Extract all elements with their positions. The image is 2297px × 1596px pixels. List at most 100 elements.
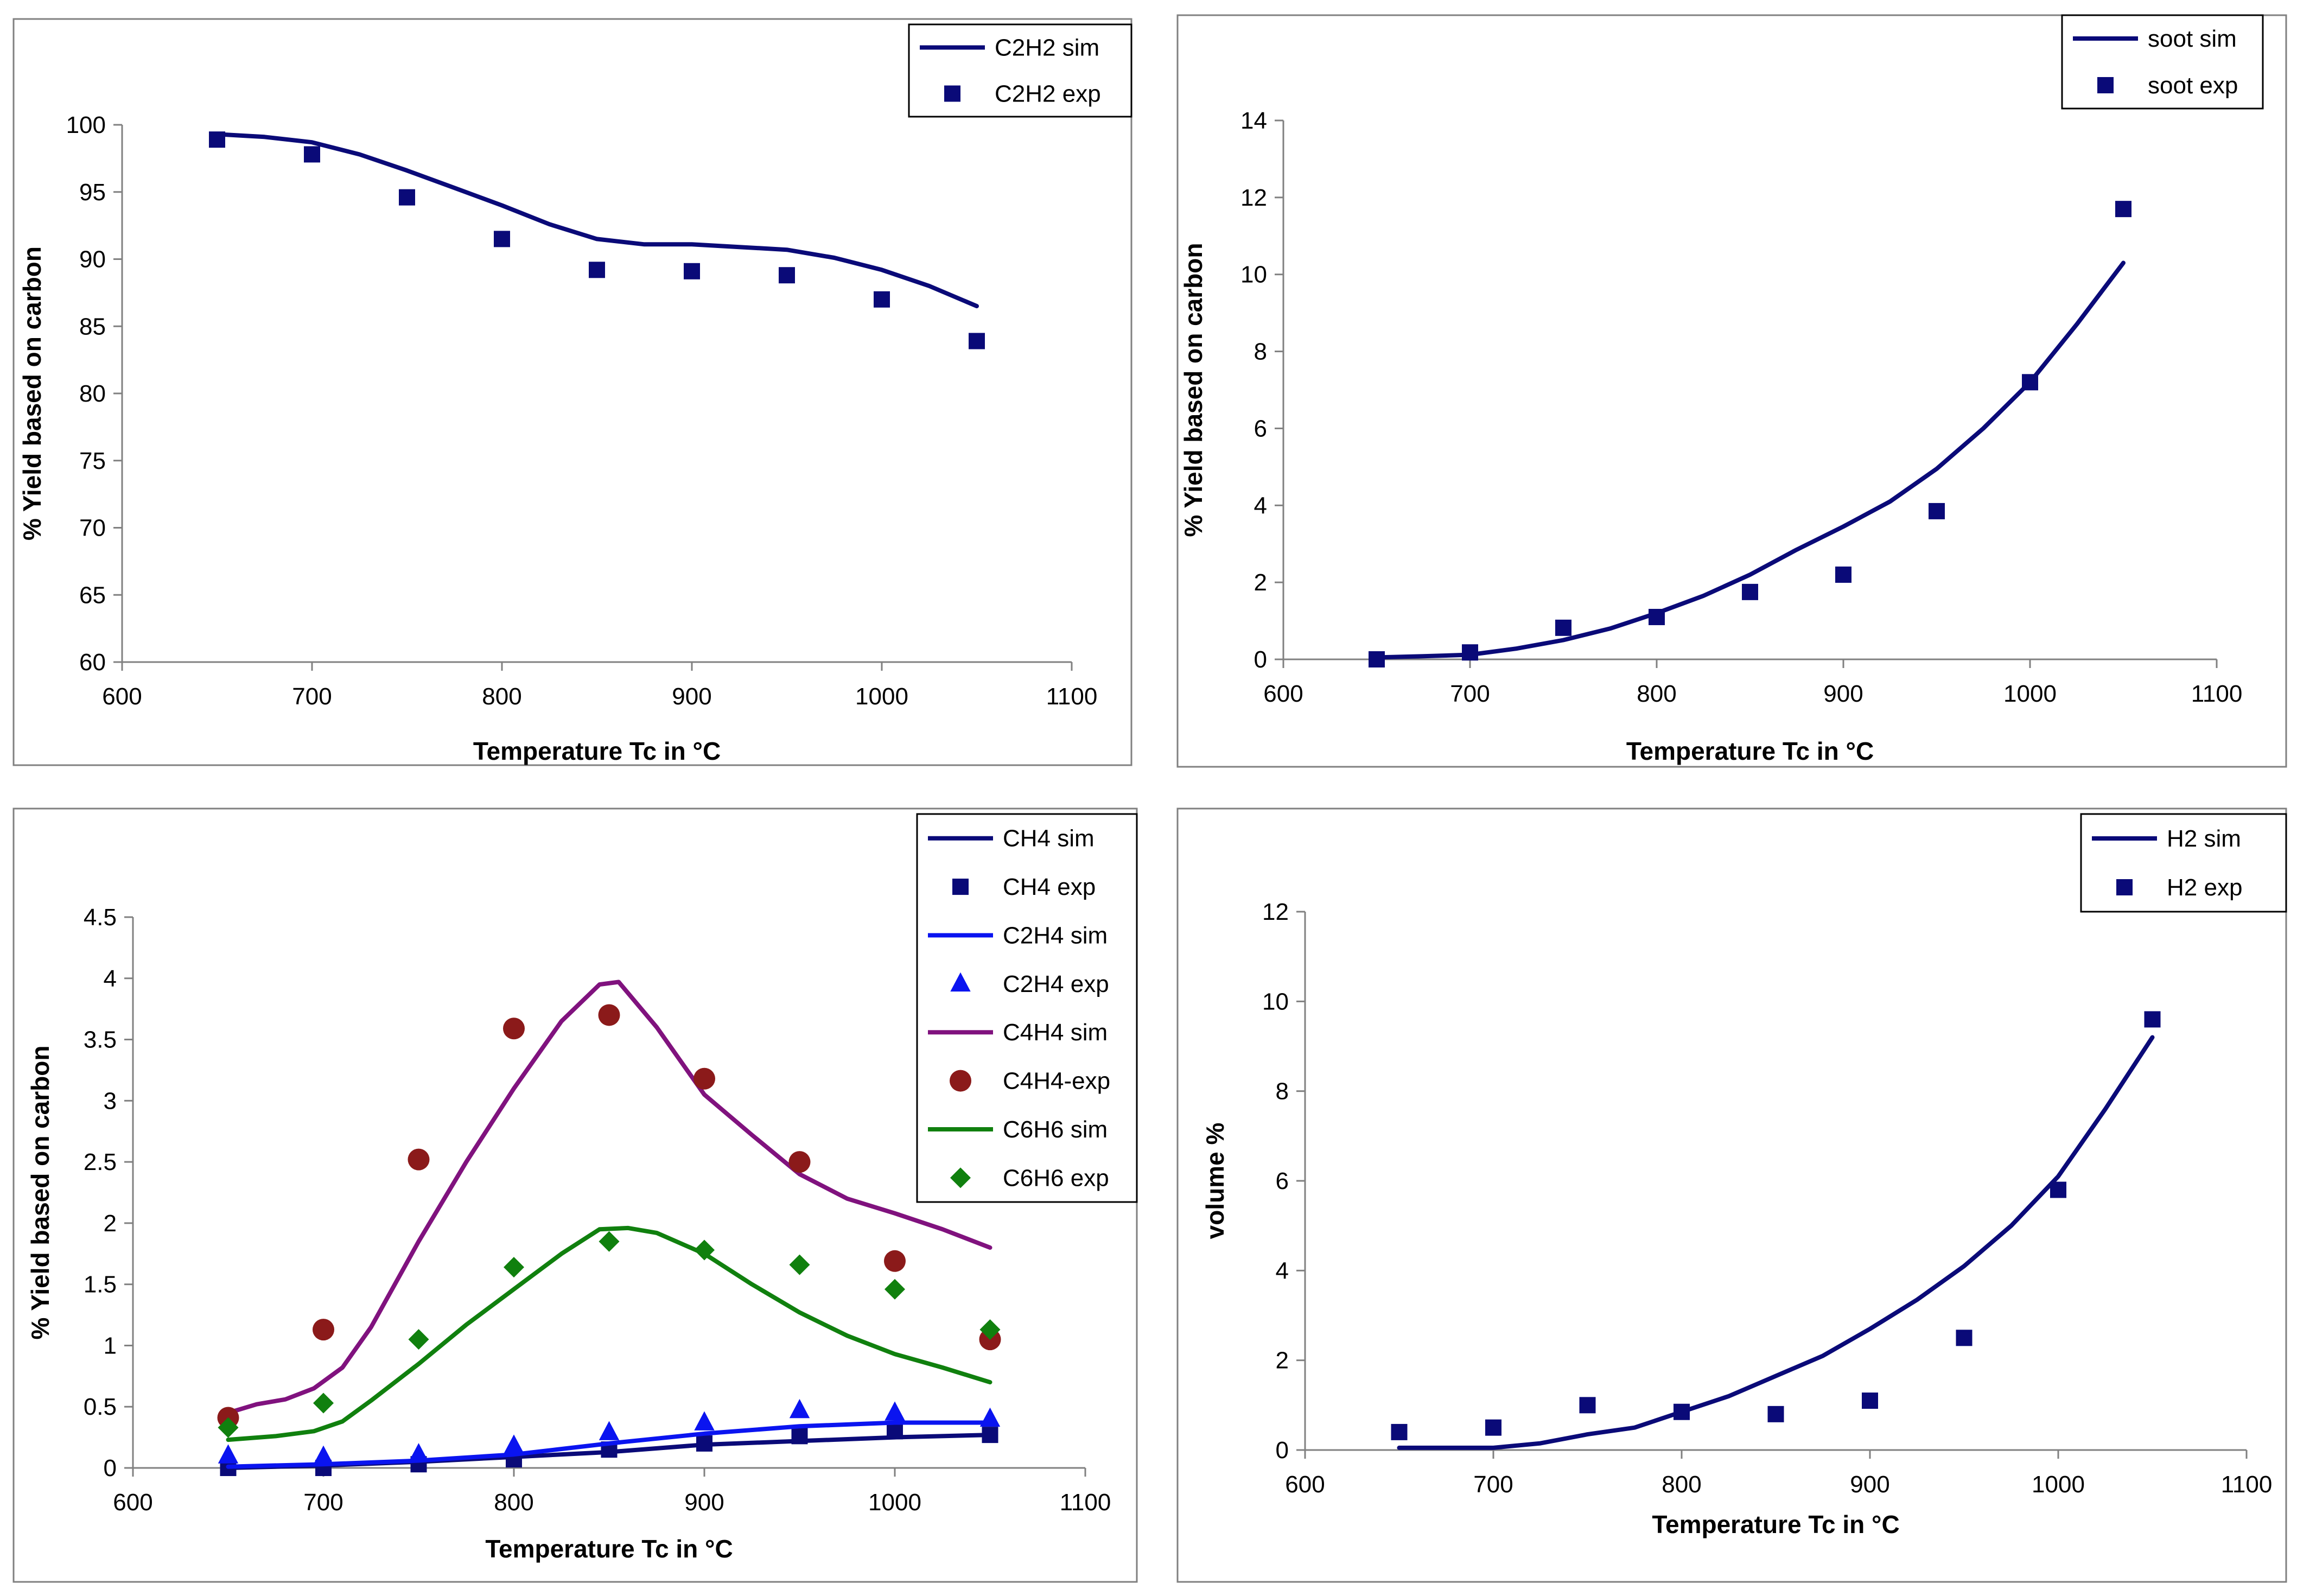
data-point [2144,1011,2161,1028]
x-tick-label: 900 [1823,681,1863,707]
y-tick-label: 4 [104,965,117,992]
series-c2h4-exp [218,1398,1001,1465]
series-h2-sim [1397,1035,2155,1450]
chart-panel-h2: 0 2 4 6 8 10 12 600 700 800 900 1000 1100 Temperature… [1176,807,2287,1583]
data-point [408,1329,429,1350]
data-point [599,1421,620,1440]
data-point [1742,583,1758,600]
x-tick-label: 1100 [2191,681,2243,707]
legend-label: C2H2 exp [995,81,1101,107]
y-tick-label: 60 [79,649,106,676]
data-point [1674,1403,1690,1420]
data-point [218,1417,239,1438]
x-tick-label: 1000 [2003,681,2057,707]
x-tick-label: 1000 [2032,1471,2085,1498]
y-tick-label: 12 [1240,185,1267,211]
data-point [313,1319,334,1341]
legend: soot sim soot exp [2061,14,2264,110]
data-point [791,1428,808,1445]
x-tick-label: 1100 [2221,1471,2273,1498]
data-point [218,1444,239,1464]
y-tick-label: 80 [79,380,106,407]
x-tick-label: 700 [303,1489,343,1516]
legend-label: CH4 sim [1003,825,1095,852]
x-tick-label: 800 [482,683,521,710]
series-line [215,132,979,309]
data-point [779,267,795,284]
chart-frame [12,18,1132,766]
data-point [504,1434,524,1454]
chart-frame [1176,14,2287,768]
series-c2h2-exp [209,131,985,349]
y-axis-title: % Yield based on carbon [26,1046,54,1340]
x-tick-label: 900 [684,1489,724,1516]
data-point [313,1445,334,1465]
data-point [885,1401,905,1421]
data-point [979,1407,1001,1427]
legend-label: C4H4-exp [1003,1068,1110,1095]
y-tick-label: 14 [1240,107,1267,134]
data-point [1391,1423,1408,1440]
y-tick-label: 10 [1240,262,1267,288]
data-point [684,263,700,279]
x-tick-label: 800 [494,1489,533,1516]
legend-box [2080,813,2287,913]
legend: C2H2 sim C2H2 exp [908,23,1132,118]
series-c2h4-sim [226,1420,992,1469]
legend-marker-symbol [950,1167,971,1188]
y-tick-label: 2 [1276,1347,1289,1374]
legend-label: C6H6 exp [1003,1165,1109,1191]
data-point [399,189,415,206]
chart-panel-soot: 0 2 4 6 8 10 12 14 600 700 800 900 1000 1100 Temperatu… [1176,14,2287,768]
data-point [1462,644,1478,661]
data-point [494,231,510,247]
legend-label: C4H4 sim [1003,1019,1108,1046]
data-point [885,1279,905,1300]
data-point [1555,619,1571,636]
data-point [696,1435,712,1452]
y-tick-label: 3 [104,1088,117,1114]
data-point [1369,651,1385,667]
chart-panel-hydrocarbons: 0 0.5 1 1.5 2 2.5 3 3.5 4 4.5 600 700 800 900 1000 1100… [12,807,1138,1583]
data-point [589,262,605,278]
data-point [598,1004,620,1026]
data-point [503,1018,525,1040]
x-tick-label: 900 [672,683,711,710]
legend-label: soot exp [2148,72,2238,99]
series-h2-exp [1391,1011,2161,1440]
legend-marker-symbol [950,972,971,992]
legend-label: H2 sim [2167,825,2241,852]
legend-label: C2H4 sim [1003,922,1108,949]
data-point [313,1392,334,1414]
y-tick-label: 95 [79,179,106,206]
data-point [979,1319,1001,1340]
y-axis-title: volume % [1201,1123,1229,1239]
y-tick-label: 85 [79,313,106,340]
series-c4h4-sim [226,980,992,1415]
x-tick-label: 800 [1662,1471,1701,1498]
series-line [226,1225,992,1442]
legend-label: C6H6 sim [1003,1116,1108,1143]
data-point [789,1398,810,1419]
data-point [209,131,225,148]
y-tick-label: 90 [79,246,106,273]
x-tick-label: 1100 [1046,683,1098,710]
y-tick-label: 12 [1262,899,1289,925]
data-point [884,1250,906,1272]
legend-marker-symbol [2116,879,2133,895]
series-c6h6-sim [226,1225,992,1442]
x-axis-title: Temperature Tc in °C [1652,1510,1899,1538]
series-line [1397,1035,2155,1450]
data-point [694,1411,715,1430]
data-point [788,1151,811,1173]
data-point [969,333,985,349]
y-axis-title: % Yield based on carbon [18,246,46,541]
y-tick-label: 65 [79,582,106,608]
y-axis-title: % Yield based on carbon [1179,243,1207,537]
data-point [1835,566,1851,583]
y-tick-label: 2 [104,1210,117,1237]
legend-label: C2H4 exp [1003,971,1109,997]
y-tick-label: 100 [66,112,106,138]
y-tick-label: 3.5 [84,1027,117,1053]
